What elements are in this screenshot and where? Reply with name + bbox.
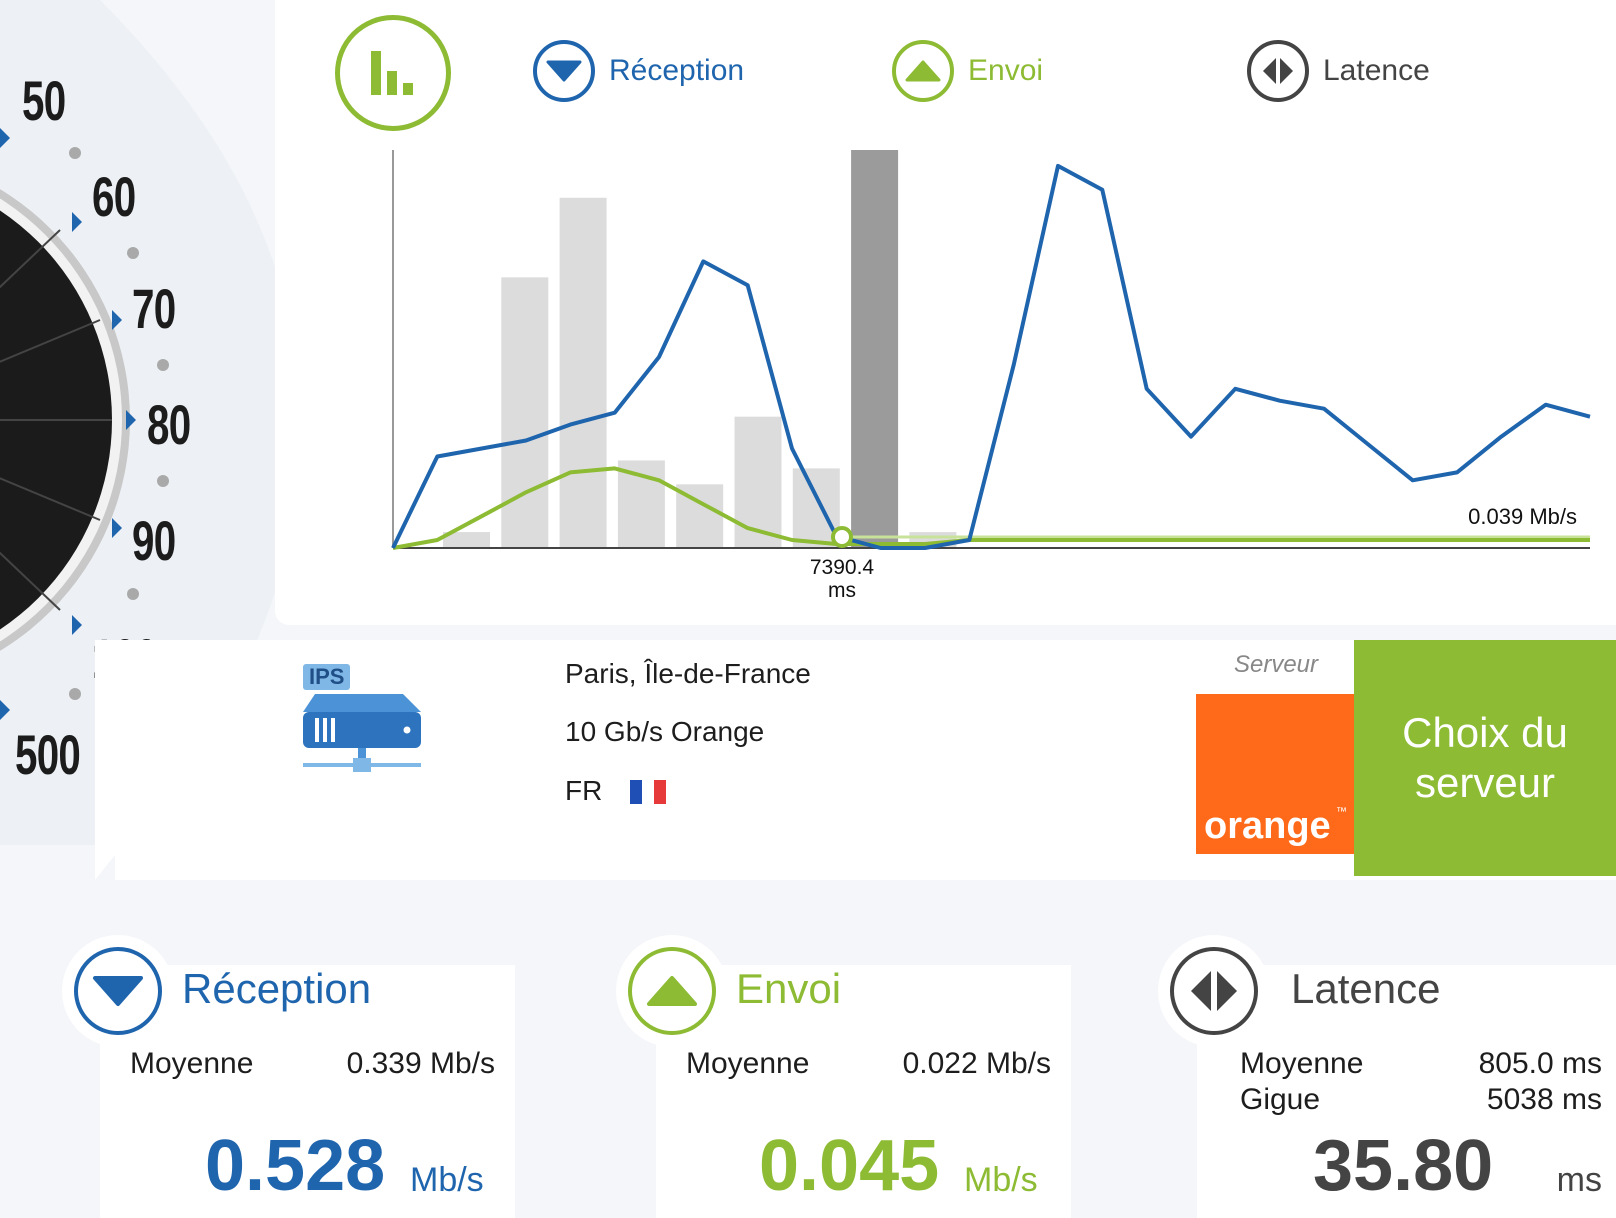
latency-bar [443, 532, 490, 548]
server-icon: IPS [303, 664, 429, 774]
choose-server-button[interactable]: Choix du serveur [1354, 640, 1616, 876]
download-arrow-icon [533, 40, 595, 102]
latency-bar [734, 416, 782, 548]
legend-latence[interactable]: Latence [1247, 40, 1430, 102]
orange-logo: orange ™ [1196, 694, 1356, 854]
envoi-unit: Mb/s [964, 1161, 1038, 1199]
latence-avg-label: Moyenne [1240, 1047, 1364, 1080]
series-line-envoi [392, 466, 1590, 550]
reception-value: 0.528 [205, 1126, 386, 1206]
current-value-label: 0.039 Mb/s [1468, 504, 1577, 529]
orange-logo-tm: ™ [1336, 806, 1347, 818]
result-latence-title: Latence [1291, 965, 1441, 1012]
server-label: Serveur [1233, 651, 1319, 678]
legend-reception[interactable]: Réception [533, 40, 744, 102]
marker-unit: ms [828, 579, 856, 602]
gauge-label-500: 500 [15, 723, 81, 786]
france-flag-icon [630, 780, 666, 804]
series-line-reception [391, 163, 1591, 550]
latency-bar [501, 277, 549, 548]
result-envoi-title: Envoi [736, 965, 842, 1012]
bar-chart-icon[interactable] [335, 15, 451, 131]
latency-icon [1247, 40, 1309, 102]
latence-unit: ms [1556, 1161, 1602, 1199]
legend-envoi[interactable]: Envoi [892, 40, 1043, 102]
latence-avg-value: 805.0 ms [1478, 1047, 1602, 1080]
latence-jitter-value: 5038 ms [1486, 1083, 1602, 1116]
reception-avg-value: 0.339 Mb/s [346, 1047, 495, 1080]
chart-panel: Réception Envoi Latence 7390.4 ms 0.039 … [275, 0, 1616, 625]
reception-unit: Mb/s [410, 1161, 484, 1199]
result-reception-title: Réception [182, 965, 372, 1012]
envoi-value: 0.045 [759, 1126, 940, 1206]
upload-arrow-icon [628, 947, 716, 1035]
result-envoi-icon [616, 935, 728, 1047]
chart-marker[interactable] [831, 526, 853, 548]
gauge-label-70: 70 [132, 277, 176, 340]
gauge-graphic [0, 0, 300, 845]
upload-arrow-icon [892, 40, 954, 102]
download-arrow-icon [74, 947, 162, 1035]
legend-envoi-label: Envoi [968, 54, 1044, 87]
legend-reception-label: Réception [609, 54, 745, 87]
gauge-label-50: 50 [22, 69, 66, 132]
latency-icon [1170, 947, 1258, 1035]
orange-logo-text: orange [1204, 805, 1331, 847]
gauge-label-90: 90 [132, 509, 176, 572]
latency-bar [851, 150, 899, 548]
legend-latence-label: Latence [1323, 54, 1430, 87]
reception-avg-label: Moyenne [130, 1047, 254, 1080]
marker-value: 7390.4 [810, 556, 875, 579]
result-card-envoi: Envoi Moyenne 0.022 Mb/s 0.045 Mb/s [656, 965, 1071, 1218]
server-capacity: 10 Gb/s Orange [565, 716, 765, 747]
server-country: FR [565, 775, 603, 806]
envoi-avg-value: 0.022 Mb/s [902, 1047, 1051, 1080]
envoi-avg-label: Moyenne [686, 1047, 810, 1080]
server-location: Paris, Île-de-France [565, 658, 811, 689]
speed-chart: 7390.4 ms 0.039 Mb/s [391, 150, 1591, 602]
ips-badge: IPS [303, 664, 351, 690]
gauge-label-80: 80 [147, 393, 191, 456]
gauge-label-60: 60 [92, 165, 136, 228]
latence-value: 35.80 [1313, 1126, 1494, 1206]
speed-gauge: 50 60 70 80 90 100 500 [0, 0, 310, 880]
latency-bar [559, 197, 607, 548]
result-reception-icon [62, 935, 174, 1047]
result-latence-icon [1158, 935, 1270, 1047]
latence-jitter-label: Gigue [1240, 1083, 1321, 1116]
